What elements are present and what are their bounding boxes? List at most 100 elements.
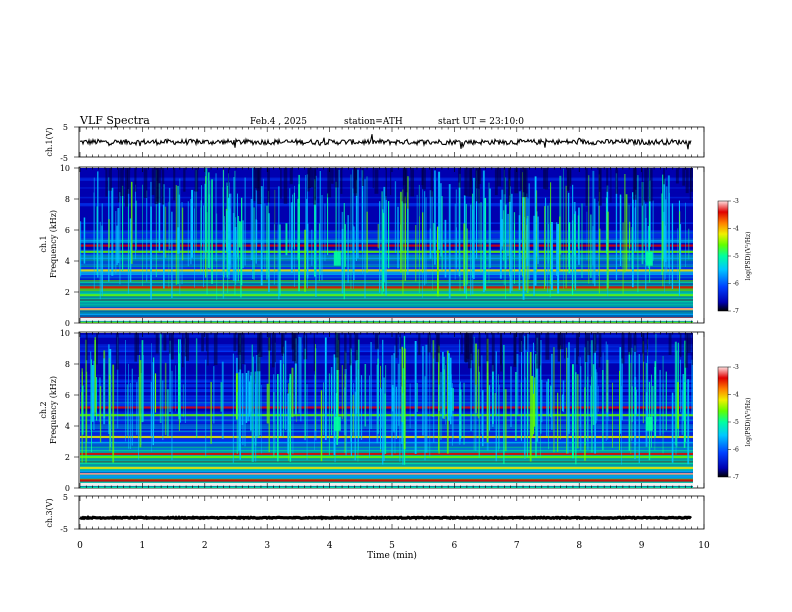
freq-tick-label: 10 — [60, 164, 70, 173]
spec-row — [80, 445, 693, 447]
spec-streak — [441, 196, 443, 271]
spec-gap — [120, 168, 124, 197]
spec-streak — [443, 356, 445, 415]
spec-streak — [518, 191, 521, 272]
spec-band — [80, 435, 693, 439]
spec-gap — [458, 168, 461, 188]
spec-gap — [435, 333, 439, 362]
spec-streak — [168, 187, 171, 250]
spec-gap — [405, 168, 408, 193]
spec-streak — [352, 188, 354, 253]
spec-streak — [99, 386, 102, 443]
spec-gap — [143, 168, 148, 198]
ch1-spec-ylabel-freq: Frequency (kHz) — [49, 210, 58, 278]
ch1-trace — [79, 134, 692, 150]
spec-streak — [575, 372, 577, 465]
spec-streak — [294, 338, 297, 415]
spec-streak — [566, 347, 568, 454]
spec-row — [80, 481, 693, 484]
spec-gap — [258, 333, 263, 357]
spec-streak — [223, 226, 225, 262]
spec-row — [80, 379, 693, 381]
spec-gap — [134, 333, 137, 362]
spec-streak — [683, 382, 686, 448]
spec-streak — [598, 201, 599, 276]
spec-streak — [572, 184, 574, 285]
spec-streak — [360, 375, 363, 440]
spec-gap — [207, 333, 209, 366]
spec-streak — [566, 357, 569, 454]
spec-gap — [228, 168, 229, 198]
spec-streak — [344, 224, 346, 267]
spec-streak — [266, 205, 268, 280]
spec-streak — [667, 175, 670, 268]
spec-streak — [540, 340, 542, 434]
spec-streak — [287, 393, 289, 454]
spec-gap — [544, 168, 549, 190]
spec-streak — [248, 381, 251, 417]
spec-row — [80, 393, 693, 396]
spec-row — [80, 347, 693, 349]
spec-row — [80, 451, 693, 453]
x-tick-label: 5 — [389, 541, 395, 551]
spec-streak — [295, 365, 297, 422]
spec-streak — [324, 203, 326, 262]
spec-row — [80, 373, 693, 375]
spec-streak — [290, 202, 293, 273]
spec-row — [80, 448, 693, 450]
spec-streak — [338, 169, 340, 259]
spec-streak — [151, 343, 152, 452]
spec-streak — [195, 170, 197, 252]
spec-band — [80, 452, 693, 456]
spec-streak — [423, 191, 426, 286]
spec-gap — [105, 168, 108, 197]
spec-streak — [333, 354, 336, 455]
spec-streak — [527, 198, 529, 266]
spec-gap — [307, 168, 310, 192]
spec-gap — [305, 333, 308, 360]
spec-streak — [277, 224, 279, 289]
spec-gap — [313, 168, 317, 205]
spec-streak — [109, 374, 111, 452]
spec-streak — [470, 204, 472, 296]
spec-streak — [478, 371, 480, 458]
spec-streak — [213, 366, 215, 424]
ch2-colorbar: -3 -4 -5 -6 -7 log(PSD)(V²/Hz) — [717, 364, 752, 481]
spec-streak — [642, 341, 644, 424]
spec-lowline — [80, 473, 693, 475]
spec-streak — [592, 170, 595, 284]
spec-gap — [395, 333, 398, 358]
spec-streak — [407, 208, 409, 275]
colorbar-tick-label: -3 — [733, 364, 739, 371]
spec-streak — [142, 184, 143, 286]
spec-streak — [252, 168, 254, 279]
spec-row — [80, 470, 693, 473]
x-tick-label: 3 — [264, 541, 270, 551]
spec-streak — [534, 377, 536, 427]
spec-gap — [684, 333, 688, 368]
spec-streak — [297, 198, 300, 260]
spec-streak — [90, 351, 92, 430]
spec-row — [80, 363, 693, 365]
spec-streak — [252, 356, 254, 462]
spec-row — [80, 446, 693, 449]
spec-streak — [242, 220, 244, 269]
ch3-ytick-bottom: -5 — [60, 525, 68, 534]
spec-row — [80, 355, 693, 357]
spec-streak — [456, 227, 457, 272]
spec-burst — [645, 251, 653, 266]
x-tick-label: 10 — [698, 541, 710, 551]
spec-streak — [255, 383, 257, 462]
spec-gap — [648, 168, 653, 202]
spec-streak — [473, 336, 475, 451]
spec-streak — [472, 209, 474, 295]
spec-gap — [668, 333, 672, 355]
spec-streak — [350, 349, 352, 457]
spec-gap — [168, 333, 171, 354]
spec-streak — [298, 174, 300, 282]
spec-streak — [178, 339, 180, 415]
spec-streak — [266, 383, 269, 424]
freq-tick-label: 2 — [65, 453, 70, 462]
spec-streak — [446, 350, 449, 454]
spec-streak — [306, 198, 308, 251]
